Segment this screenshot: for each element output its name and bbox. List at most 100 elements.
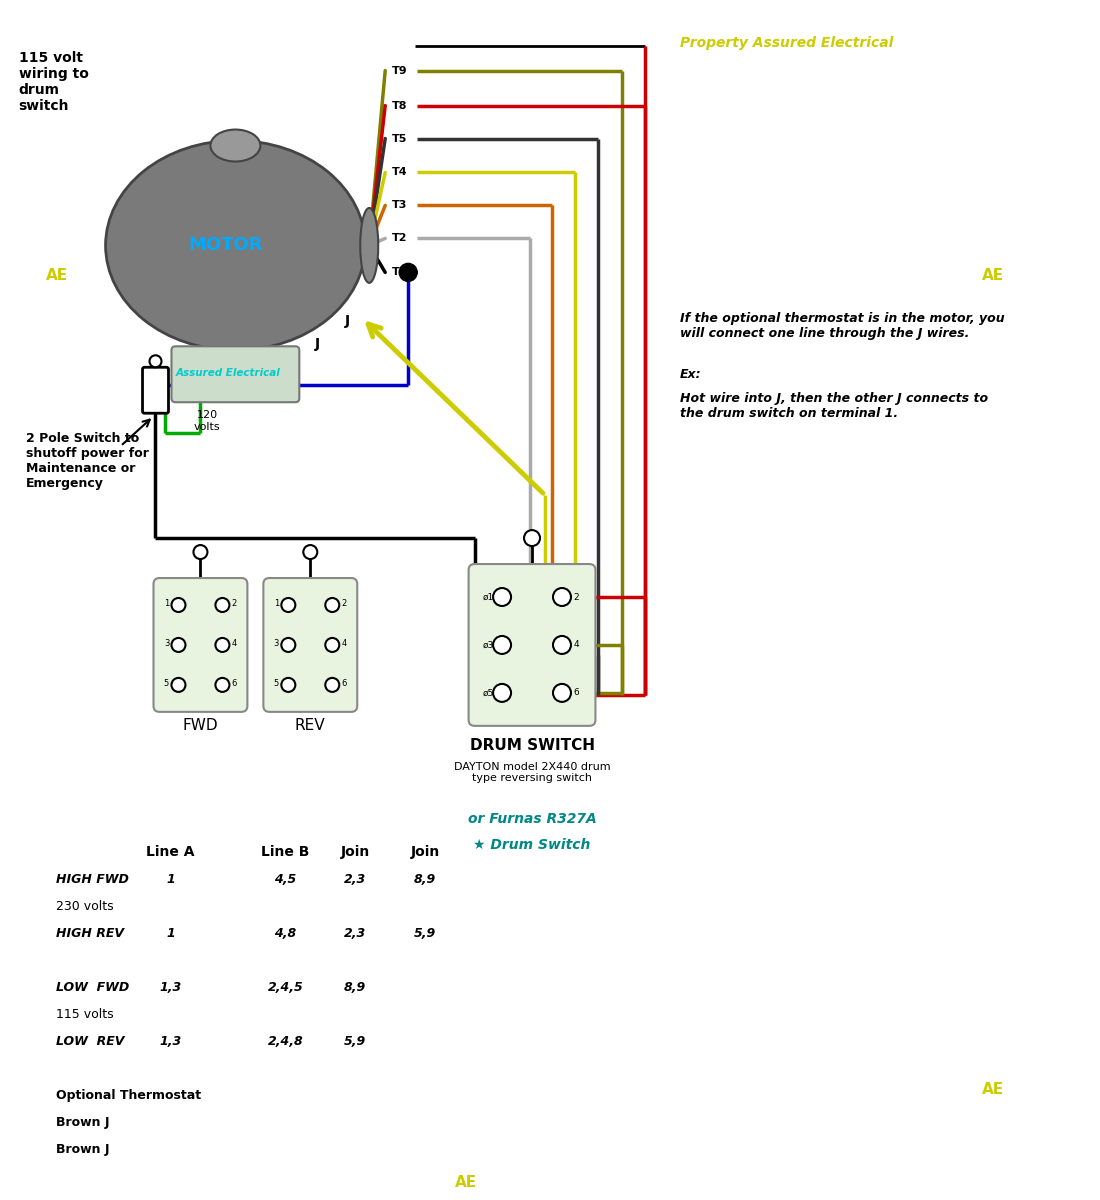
Text: 2 Pole Switch to
shutoff power for
Maintenance or
Emergency: 2 Pole Switch to shutoff power for Maint… (25, 432, 149, 490)
Text: AE: AE (981, 1082, 1003, 1098)
Circle shape (553, 588, 571, 606)
FancyBboxPatch shape (172, 347, 299, 402)
Circle shape (216, 638, 230, 652)
Circle shape (282, 598, 295, 612)
Text: 2: 2 (232, 600, 236, 608)
Text: 5: 5 (164, 679, 169, 689)
Circle shape (326, 598, 339, 612)
Text: 6: 6 (342, 679, 346, 689)
Text: Brown J: Brown J (56, 1142, 109, 1156)
Text: ø5: ø5 (483, 689, 494, 697)
Text: Optional Thermostat: Optional Thermostat (56, 1088, 200, 1102)
Circle shape (216, 598, 230, 612)
Text: 1: 1 (164, 600, 169, 608)
Text: T3: T3 (393, 200, 408, 210)
Text: 3: 3 (274, 640, 279, 648)
Text: 2,4,8: 2,4,8 (267, 1034, 304, 1048)
Text: 8,9: 8,9 (344, 982, 366, 994)
Text: LOW  REV: LOW REV (56, 1034, 124, 1048)
Text: Hot wire into J, then the other J connects to
the drum switch on terminal 1.: Hot wire into J, then the other J connec… (680, 392, 988, 420)
Text: AE: AE (45, 269, 68, 283)
Text: 6: 6 (573, 689, 579, 697)
Text: T1: T1 (393, 268, 408, 277)
Text: HIGH FWD: HIGH FWD (56, 874, 129, 886)
Circle shape (493, 588, 512, 606)
Text: 2,3: 2,3 (344, 874, 366, 886)
Circle shape (524, 530, 540, 546)
Text: MOTOR: MOTOR (188, 236, 263, 254)
Text: 1,3: 1,3 (160, 982, 182, 994)
Text: 4,8: 4,8 (274, 928, 297, 940)
Text: 120
volts: 120 volts (194, 410, 221, 432)
Text: Join: Join (410, 845, 440, 859)
Text: AE: AE (981, 269, 1003, 283)
Text: Join: Join (341, 845, 370, 859)
Text: J: J (316, 337, 320, 352)
Text: 6: 6 (232, 679, 238, 689)
Text: T9: T9 (393, 66, 408, 76)
Text: 1: 1 (166, 928, 175, 940)
Text: 1: 1 (166, 874, 175, 886)
Circle shape (553, 684, 571, 702)
Text: 230 volts: 230 volts (56, 900, 113, 913)
Text: J: J (345, 314, 351, 329)
Text: 4: 4 (232, 640, 236, 648)
Text: ø3: ø3 (483, 641, 494, 649)
Text: Line A: Line A (146, 845, 195, 859)
Text: DRUM SWITCH: DRUM SWITCH (470, 738, 594, 752)
Text: or Furnas R327A: or Furnas R327A (468, 811, 596, 826)
Text: Assured Electrical: Assured Electrical (176, 368, 280, 378)
Circle shape (493, 684, 512, 702)
Text: 2,3: 2,3 (344, 928, 366, 940)
Text: FWD: FWD (183, 718, 218, 733)
Text: 4: 4 (573, 641, 579, 649)
Circle shape (150, 355, 162, 367)
Text: 2,4,5: 2,4,5 (267, 982, 304, 994)
Circle shape (326, 678, 339, 692)
Circle shape (399, 263, 417, 281)
Circle shape (282, 638, 295, 652)
Text: AE: AE (455, 1175, 477, 1190)
Circle shape (304, 545, 317, 559)
Circle shape (282, 678, 295, 692)
Ellipse shape (210, 130, 261, 162)
Text: 4,5: 4,5 (274, 874, 297, 886)
Text: LOW  FWD: LOW FWD (56, 982, 129, 994)
Circle shape (172, 678, 186, 692)
Text: T5: T5 (393, 133, 408, 144)
Text: T8: T8 (393, 101, 408, 110)
Text: Brown J: Brown J (56, 1116, 109, 1129)
Text: T2: T2 (393, 234, 408, 244)
Text: HIGH REV: HIGH REV (56, 928, 123, 940)
Text: REV: REV (295, 718, 326, 733)
Text: ★ Drum Switch: ★ Drum Switch (473, 838, 591, 852)
Text: ø1: ø1 (483, 593, 494, 601)
Text: T4: T4 (393, 168, 408, 178)
Text: 8,9: 8,9 (414, 874, 437, 886)
FancyBboxPatch shape (143, 367, 168, 413)
Text: 5,9: 5,9 (414, 928, 437, 940)
Text: 1,3: 1,3 (160, 1034, 182, 1048)
Text: 3: 3 (164, 640, 169, 648)
Text: If the optional thermostat is in the motor, you
will connect one line through th: If the optional thermostat is in the mot… (680, 312, 1004, 341)
Text: 2: 2 (342, 600, 346, 608)
Circle shape (553, 636, 571, 654)
Text: Ex:: Ex: (680, 368, 702, 382)
Circle shape (493, 636, 512, 654)
Text: DAYTON model 2X440 drum
type reversing switch: DAYTON model 2X440 drum type reversing s… (453, 762, 610, 784)
Text: Property Assured Electrical: Property Assured Electrical (680, 36, 893, 49)
Text: 115 volts: 115 volts (56, 1008, 113, 1021)
FancyBboxPatch shape (263, 578, 358, 712)
Circle shape (216, 678, 230, 692)
Circle shape (172, 598, 186, 612)
Ellipse shape (106, 140, 365, 350)
Circle shape (326, 638, 339, 652)
Text: 4: 4 (342, 640, 346, 648)
Ellipse shape (360, 208, 378, 283)
Circle shape (172, 638, 186, 652)
Text: 1: 1 (274, 600, 279, 608)
Text: 5: 5 (274, 679, 279, 689)
Text: Line B: Line B (261, 845, 309, 859)
FancyBboxPatch shape (154, 578, 248, 712)
Text: 2: 2 (573, 593, 579, 601)
